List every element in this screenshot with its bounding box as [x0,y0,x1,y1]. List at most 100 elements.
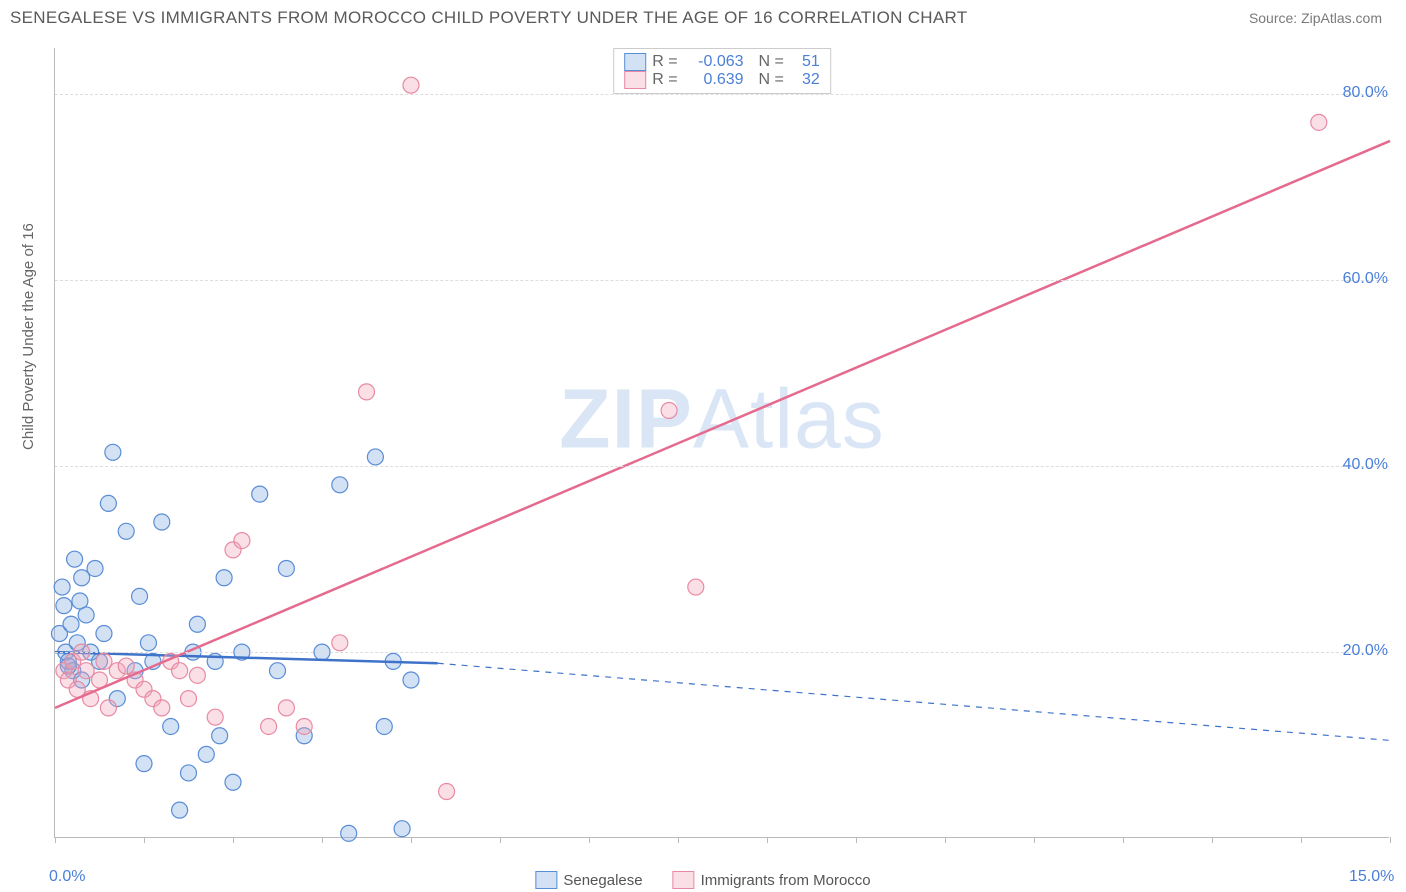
x-tick [233,837,234,843]
data-point [332,635,348,651]
data-point [78,607,94,623]
data-point [270,663,286,679]
gridline [55,280,1389,281]
data-point [367,449,383,465]
data-point [439,784,455,800]
legend-r-label: R = [652,71,677,89]
legend-n-value: 32 [790,71,820,89]
data-point [296,718,312,734]
data-point [252,486,268,502]
data-point [394,821,410,837]
y-axis-tick-label: 80.0% [1343,84,1388,102]
data-point [216,570,232,586]
data-point [1311,114,1327,130]
data-point [403,77,419,93]
x-tick [767,837,768,843]
data-point [140,635,156,651]
legend-series-name: Senegalese [563,872,642,889]
legend-item: Immigrants from Morocco [673,871,871,889]
legend-n-label: N = [750,71,784,89]
data-point [67,551,83,567]
data-point [181,765,197,781]
data-point [132,588,148,604]
legend-n-value: 51 [790,53,820,71]
x-tick [1390,837,1391,843]
y-axis-tick-label: 20.0% [1343,642,1388,660]
x-tick [411,837,412,843]
scatter-plot [55,48,1389,837]
data-point [56,598,72,614]
data-point [278,560,294,576]
trend-line-extrapolated [438,663,1390,740]
data-point [359,384,375,400]
data-point [136,756,152,772]
legend-row: R = 0.639 N = 32 [624,71,820,89]
data-point [341,825,357,841]
data-point [198,746,214,762]
data-point [403,672,419,688]
data-point [261,718,277,734]
data-point [163,718,179,734]
x-tick [55,837,56,843]
legend-r-label: R = [652,53,677,71]
x-tick [1212,837,1213,843]
x-tick [678,837,679,843]
data-point [54,579,70,595]
legend-series-name: Immigrants from Morocco [701,872,871,889]
source-label: Source: ZipAtlas.com [1249,10,1382,26]
data-point [100,495,116,511]
x-tick [144,837,145,843]
x-axis-tick-label: 0.0% [49,868,85,886]
gridline [55,466,1389,467]
data-point [63,616,79,632]
data-point [189,667,205,683]
data-point [688,579,704,595]
legend-n-label: N = [750,53,784,71]
x-tick [945,837,946,843]
data-point [661,402,677,418]
correlation-legend: R = -0.063 N = 51 R = 0.639 N = 32 [613,48,831,94]
data-point [212,728,228,744]
legend-swatch [535,871,557,889]
x-tick [1301,837,1302,843]
legend-swatch [624,71,646,89]
legend-item: Senegalese [535,871,642,889]
chart-title: SENEGALESE VS IMMIGRANTS FROM MOROCCO CH… [10,8,967,28]
data-point [118,523,134,539]
series-legend: Senegalese Immigrants from Morocco [535,871,870,889]
legend-swatch [673,871,695,889]
data-point [96,626,112,642]
data-point [234,533,250,549]
x-tick [322,837,323,843]
gridline [55,652,1389,653]
x-axis-tick-label: 15.0% [1349,868,1394,886]
data-point [278,700,294,716]
gridline [55,94,1389,95]
y-axis-label: Child Poverty Under the Age of 16 [20,223,37,450]
y-axis-tick-label: 40.0% [1343,456,1388,474]
data-point [118,658,134,674]
data-point [100,700,116,716]
legend-swatch [624,53,646,71]
data-point [105,444,121,460]
x-tick [1034,837,1035,843]
data-point [376,718,392,734]
trend-line [55,141,1390,708]
data-point [172,663,188,679]
x-tick [1123,837,1124,843]
y-axis-tick-label: 60.0% [1343,270,1388,288]
data-point [225,774,241,790]
data-point [332,477,348,493]
data-point [154,700,170,716]
legend-r-value: 0.639 [684,71,744,89]
data-point [181,691,197,707]
x-tick [500,837,501,843]
data-point [154,514,170,530]
legend-row: R = -0.063 N = 51 [624,53,820,71]
x-tick [589,837,590,843]
legend-r-value: -0.063 [684,53,744,71]
x-tick [856,837,857,843]
data-point [74,570,90,586]
data-point [189,616,205,632]
data-point [172,802,188,818]
